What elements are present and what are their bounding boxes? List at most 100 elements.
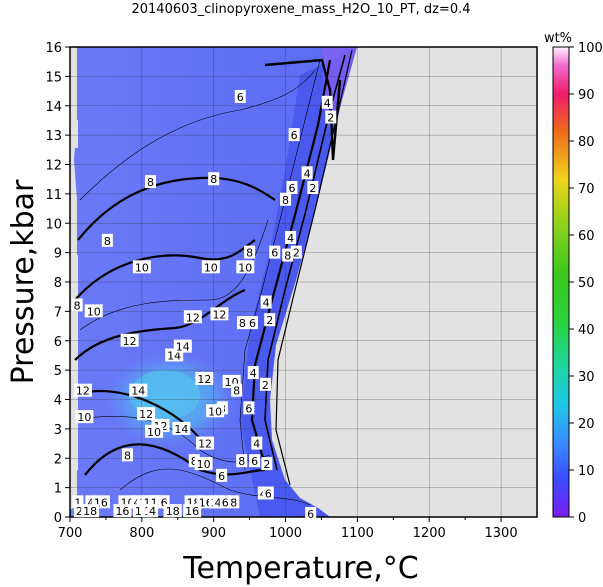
contour-label: 16 [183, 504, 202, 518]
y-tick-label: 4 [54, 394, 62, 409]
contour-label-text: 6 [265, 488, 272, 501]
contour-label-text: 2 [309, 182, 316, 195]
contour-label-box [131, 495, 143, 509]
contour-label-box [147, 504, 159, 518]
contour-label-text: 18 [83, 505, 97, 518]
contour-label: 4 [260, 295, 272, 310]
contour-label: 6 [243, 401, 255, 415]
contour-label-text: 2 [293, 247, 300, 260]
x-axis-title: Temperature,°C [182, 551, 419, 586]
contour-label: 4 [85, 495, 97, 509]
contour-label-box [196, 436, 215, 450]
contour-label-text: 2 [76, 505, 83, 518]
contour-label-text: 6 [249, 317, 256, 330]
contour-label-box [120, 333, 139, 347]
y-tick-label: 3 [54, 423, 62, 438]
contour-label-text: 12 [197, 373, 211, 386]
contour-label-text: 8 [74, 300, 81, 313]
contour-label-box [285, 230, 297, 244]
contour-label: 8 [144, 175, 156, 189]
data-gap-upper [70, 120, 78, 148]
contour-label-box [201, 260, 220, 274]
contour-label: 10 [75, 410, 94, 424]
contour-label-text: 14 [167, 349, 181, 362]
contour-line-14-kbar [77, 176, 276, 241]
contour-label-text: 1 [74, 496, 81, 509]
contour-label: 14 [172, 421, 191, 436]
contour-label-text: 4 [287, 232, 294, 245]
contour-label: 12 [73, 383, 92, 398]
contour-label-box [288, 128, 300, 142]
colorbar-ticks: 0 10 20 30 40 50 60 70 80 90 100 [569, 41, 603, 526]
contour-label-text: 10 [197, 458, 211, 471]
contour-label-text: 4 [253, 438, 260, 451]
contour-label-box [282, 248, 294, 262]
contour-label: 8 [208, 172, 220, 186]
x-tick-label: 1000 [269, 526, 302, 541]
contour-label-box [183, 504, 202, 518]
contour-label-box [321, 95, 333, 109]
contour-label-box [210, 307, 229, 321]
contour-label-box [307, 181, 319, 194]
contour-label: 8 [121, 448, 133, 462]
contour-label-box [137, 407, 156, 421]
contour-label: 4 [301, 166, 313, 180]
contour-label-box [236, 316, 248, 330]
contour-label: 12 [210, 307, 229, 321]
contour-label-text: 18 [166, 505, 180, 518]
contour-label-text: 14 [176, 341, 190, 354]
contour-label-text: 8 [147, 176, 154, 189]
contour-label: 10 [236, 260, 255, 274]
contour-label-box [260, 295, 272, 309]
colorbar-tick-label: 90 [578, 88, 595, 103]
contour-line-steep-2 [264, 54, 346, 471]
x-tick-label: 1100 [341, 526, 374, 541]
contour-label-box [195, 371, 214, 385]
contour-label: 8 [231, 383, 243, 398]
contour-label-box [132, 260, 151, 274]
contour-label: 8 [236, 316, 248, 330]
colorbar-tick-label: 40 [578, 323, 595, 338]
contour-label-box [206, 404, 225, 418]
contour-label: 8 [282, 248, 294, 263]
y-tick-label: 11 [45, 188, 62, 203]
y-tick-label: 15 [45, 70, 62, 85]
contour-label: 12 [183, 310, 202, 324]
colorbar-tick-label: 60 [578, 229, 595, 244]
contour-label-text: 10 [238, 261, 252, 274]
contour-label: 6 [158, 495, 170, 509]
contour-label: 6 [246, 316, 258, 330]
contour-label-text: 2 [262, 379, 269, 392]
contour-label-box [188, 454, 200, 468]
y-axis-title: Pressure,kbar [6, 179, 41, 384]
contour-line-fine-1 [79, 69, 316, 201]
contour-label: 6 [234, 89, 246, 104]
contour-label-box [244, 245, 256, 259]
contour-label: 10 [132, 260, 151, 274]
contour-label-text: 14 [174, 423, 188, 436]
contour-label: 16 [113, 504, 132, 518]
contour-label-text: 8 [239, 317, 246, 330]
contour-label: 4 [131, 495, 143, 509]
contour-label-text: 12 [198, 438, 212, 451]
contour-label-text: 4 [149, 505, 156, 518]
contour-line-steep-1 [250, 59, 332, 466]
contour-label-text: 10 [147, 426, 161, 439]
contour-label: 8 [280, 192, 292, 207]
contour-label-box [305, 507, 317, 521]
y-tick-label: 2 [54, 452, 62, 467]
contour-label-text: 12 [186, 311, 200, 324]
colorbar-gradient [552, 46, 570, 518]
colorbar-tick-label: 0 [578, 511, 586, 526]
contour-label-text: 16 [115, 505, 129, 518]
contour-label-text: 4 [324, 97, 331, 110]
contour-label-box [280, 192, 292, 206]
colorbar-tick-label: 80 [578, 135, 595, 150]
contour-label: 4 [212, 495, 224, 509]
contour-label: 12 [120, 333, 139, 348]
contour-label-text: 12 [212, 308, 226, 321]
contour-label-text: 8 [191, 455, 198, 468]
contour-label-box [158, 495, 170, 509]
contour-label-box [194, 457, 213, 471]
contour-label-box [101, 233, 113, 247]
